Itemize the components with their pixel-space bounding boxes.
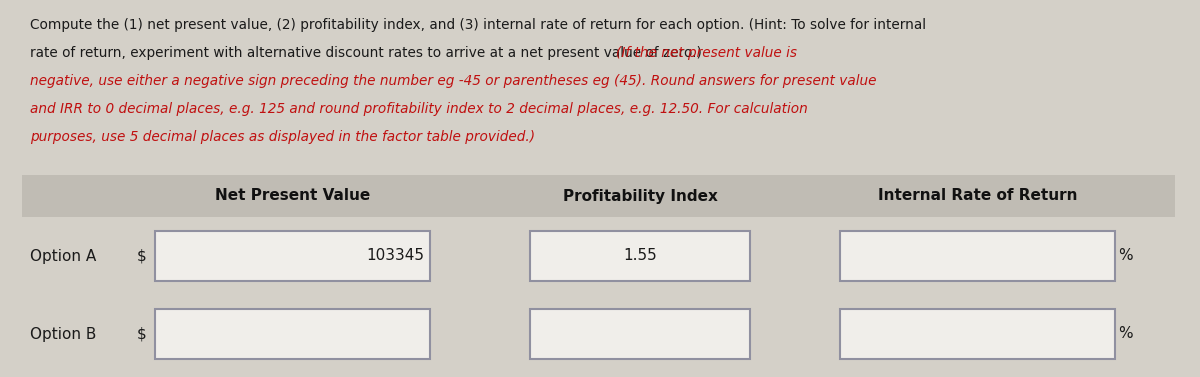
Text: rate of return, experiment with alternative discount rates to arrive at a net pr: rate of return, experiment with alternat… [30, 46, 707, 60]
Text: Internal Rate of Return: Internal Rate of Return [878, 188, 1078, 204]
Text: Option A: Option A [30, 248, 96, 264]
Bar [22, 175, 1175, 217]
Bar [155, 231, 430, 281]
Text: %: % [1118, 248, 1133, 264]
Text: Profitability Index: Profitability Index [563, 188, 718, 204]
Text: and IRR to 0 decimal places, e.g. 125 and round profitability index to 2 decimal: and IRR to 0 decimal places, e.g. 125 an… [30, 102, 808, 116]
Bar [840, 309, 1115, 359]
Text: %: % [1118, 326, 1133, 342]
Text: Net Present Value: Net Present Value [215, 188, 371, 204]
Text: Compute the (1) net present value, (2) profitability index, and (3) internal rat: Compute the (1) net present value, (2) p… [30, 18, 926, 32]
Bar [840, 231, 1115, 281]
Bar [22, 175, 1175, 370]
Text: 1.55: 1.55 [623, 248, 656, 264]
Text: $: $ [137, 326, 146, 342]
Bar [155, 309, 430, 359]
Text: (If the net present value is: (If the net present value is [617, 46, 798, 60]
Text: $: $ [137, 248, 146, 264]
Text: negative, use either a negative sign preceding the number eg -45 or parentheses : negative, use either a negative sign pre… [30, 74, 876, 88]
Bar [530, 231, 750, 281]
Bar [530, 309, 750, 359]
Text: 103345: 103345 [366, 248, 424, 264]
Text: Option B: Option B [30, 326, 96, 342]
Text: purposes, use 5 decimal places as displayed in the factor table provided.): purposes, use 5 decimal places as displa… [30, 130, 535, 144]
